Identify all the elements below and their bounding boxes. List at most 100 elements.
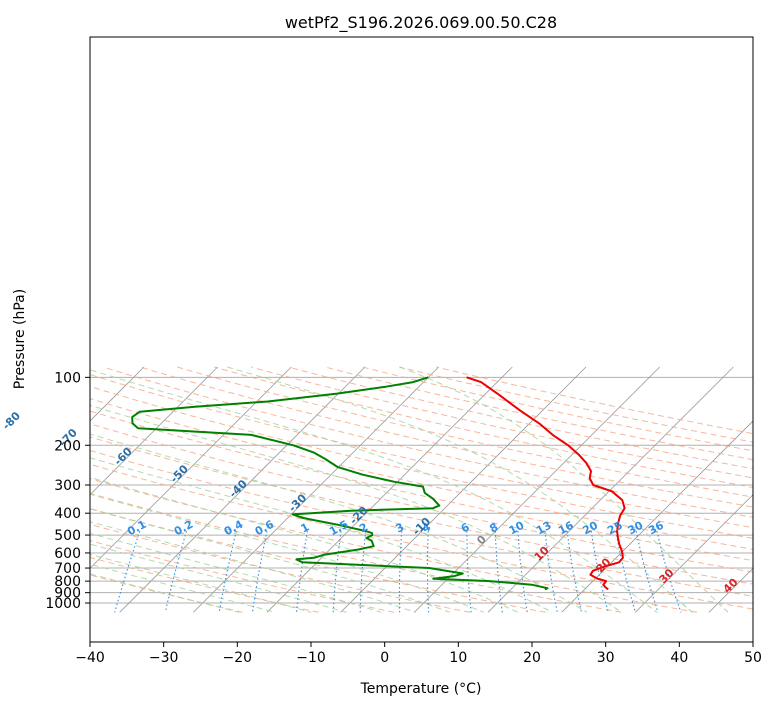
y-tick-label: 600 <box>54 546 81 562</box>
temperature-profile-line <box>466 376 626 591</box>
moist-adiabat-label: -50 <box>168 462 191 485</box>
mixing-ratio-label: 20 <box>580 519 600 538</box>
moist-adiabat-line <box>90 493 485 613</box>
y-tick-label: 800 <box>54 574 81 590</box>
y-tick-label: 500 <box>54 528 81 544</box>
isotherm-label: 30 <box>657 566 677 586</box>
moist-adiabat-line <box>90 404 622 613</box>
y-tick-label: 300 <box>54 478 81 494</box>
dry-adiabat-line <box>251 366 753 479</box>
moist-adiabat-label: -60 <box>112 445 135 468</box>
dry-adiabat-line <box>90 385 753 539</box>
x-tick-label: −30 <box>149 650 179 666</box>
x-tick-label: 30 <box>597 650 615 666</box>
y-tick-label: 100 <box>54 370 81 386</box>
dry-adiabat-line <box>436 366 753 435</box>
mixing-ratio-line <box>517 531 528 613</box>
mixing-ratio-line <box>426 531 430 613</box>
isotherm-line <box>90 366 292 569</box>
mixing-ratio-line <box>544 531 558 613</box>
dewpoint-profile-line <box>131 376 549 591</box>
dry-adiabat-line <box>90 463 753 610</box>
mixing-ratio-line <box>590 531 609 613</box>
moist-adiabat-label: -20 <box>347 504 370 527</box>
x-axis-label: Temperature (°C) <box>360 681 482 697</box>
mixing-ratio-label: 25 <box>605 519 625 538</box>
mixing-ratio-label: 30 <box>626 519 646 538</box>
y-tick-label: 200 <box>54 438 81 454</box>
moist-adiabat-line <box>90 369 658 613</box>
chart-title: wetPf2_S196.2026.069.00.50.C28 <box>285 13 557 33</box>
mixing-ratio-line <box>114 530 141 613</box>
dry-adiabat-line <box>90 508 546 613</box>
x-tick-label: −40 <box>75 650 105 666</box>
dry-adiabat-line <box>325 366 753 461</box>
moist-adiabat-line <box>90 457 553 613</box>
x-tick-label: −20 <box>223 650 253 666</box>
moist-adiabat-line <box>90 521 416 613</box>
moist-adiabat-label: -30 <box>286 491 309 514</box>
mixing-ratio-label: 36 <box>646 519 666 538</box>
plot-frame <box>89 36 754 643</box>
dry-adiabat-line <box>90 423 753 573</box>
mixing-ratio-label: 1 <box>299 520 312 535</box>
dry-adiabat-line <box>362 366 753 452</box>
mixing-ratio-line <box>295 531 308 613</box>
moist-adiabat-line <box>90 508 450 613</box>
dry-adiabat-line <box>90 436 753 585</box>
mixing-ratio-line <box>359 531 367 613</box>
y-tick-label: 700 <box>54 561 81 577</box>
dry-adiabat-line <box>139 366 753 508</box>
moist-adiabat-line <box>227 366 693 613</box>
moist-adiabat-line <box>90 573 240 613</box>
dry-adiabat-line <box>90 523 470 613</box>
moist-adiabat-label: -80 <box>0 409 23 432</box>
mixing-ratio-line <box>218 530 237 613</box>
isotherm-line <box>635 494 753 613</box>
dry-adiabat-line <box>90 478 698 613</box>
dry-adiabat-line <box>90 410 753 562</box>
isotherm-label: 20 <box>594 555 614 575</box>
x-tick-label: −10 <box>296 650 326 666</box>
x-tick-label: 10 <box>449 650 467 666</box>
mixing-ratio-line <box>494 531 503 613</box>
mixing-ratio-label: 10 <box>507 519 527 538</box>
isotherm-line <box>487 366 734 613</box>
mixing-ratio-label: 13 <box>534 519 554 538</box>
mixing-ratio-line <box>332 531 342 613</box>
y-axis-label: Pressure (hPa) <box>12 289 28 389</box>
mixing-ratio-line <box>251 530 268 613</box>
moist-adiabat-line <box>399 366 729 613</box>
x-tick-label: 50 <box>744 650 762 666</box>
mixing-ratio-label: 6 <box>459 520 472 535</box>
dry-adiabat-line <box>90 398 753 550</box>
mixing-ratio-line <box>398 531 403 613</box>
y-tick-label: 400 <box>54 506 81 522</box>
isotherm-line <box>266 366 513 613</box>
reference-lines <box>90 366 753 613</box>
mixing-ratio-label: 16 <box>556 519 576 538</box>
moist-adiabat-label: -40 <box>227 477 250 500</box>
mixing-ratio-line <box>566 531 583 613</box>
isotherm-line <box>708 567 753 613</box>
dry-adiabat-line <box>90 449 753 597</box>
moist-adiabat-line <box>90 532 382 613</box>
isotherm-line <box>90 366 145 422</box>
y-tick-label: 1000 <box>45 596 81 612</box>
x-axis: −40 −30 −20 −10 0 10 20 30 40 50 <box>75 642 762 666</box>
moist-adiabat-line <box>90 543 347 613</box>
moist-adiabat-line <box>90 476 519 613</box>
mixing-ratio-label: 3 <box>393 520 406 535</box>
moist-adiabat-line <box>90 563 276 613</box>
x-tick-label: 0 <box>380 650 389 666</box>
moist-adiabat-line <box>90 553 312 613</box>
isotherm-line <box>119 366 366 613</box>
x-tick-label: 40 <box>670 650 688 666</box>
y-tick-label: 900 <box>54 586 81 602</box>
profile-lines <box>131 376 626 591</box>
dry-adiabat-line <box>214 366 753 489</box>
x-tick-label: 20 <box>523 650 541 666</box>
dry-adiabat-line <box>90 492 622 613</box>
